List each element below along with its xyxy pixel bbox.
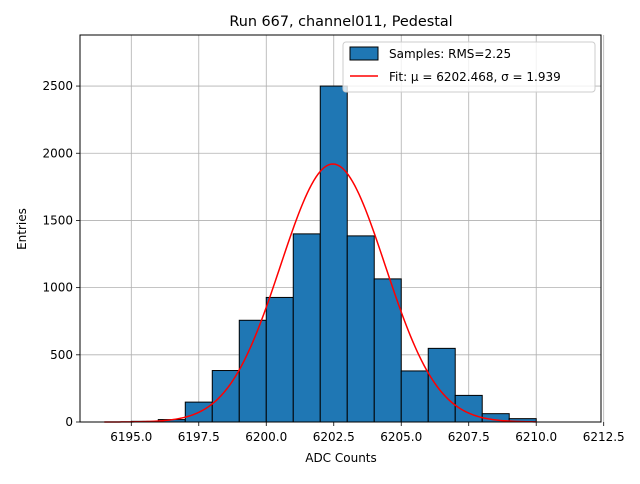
histogram-bar <box>427 347 456 423</box>
x-tick-label: 6202.5 <box>313 430 355 444</box>
x-tick-label: 6210.0 <box>515 430 557 444</box>
histogram-bar <box>238 319 267 423</box>
histogram-bar <box>346 235 375 423</box>
chart-title: Run 667, channel011, Pedestal <box>229 14 452 30</box>
y-tick-label: 2500 <box>42 79 73 93</box>
x-tick-label: 6207.5 <box>448 430 490 444</box>
x-tick-label: 6205.0 <box>380 430 422 444</box>
y-axis-label: Entries <box>15 208 29 250</box>
y-tick-label: 0 <box>65 415 73 429</box>
x-tick-label: 6212.5 <box>583 430 625 444</box>
legend-frame <box>342 41 596 93</box>
fit-curve-group <box>104 163 537 423</box>
histogram-bar <box>211 370 240 423</box>
y-tick-label: 2000 <box>42 146 73 160</box>
legend-fit-label: Fit: μ = 6202.468, σ = 1.939 <box>389 70 561 84</box>
gaussian-fit-line <box>104 163 537 423</box>
y-tick-label: 1000 <box>42 281 73 295</box>
x-tick-label: 6200.0 <box>245 430 287 444</box>
y-axis-ticks: 0 500 1000 1500 2000 2500 <box>42 79 80 429</box>
x-axis-label: ADC Counts <box>305 451 377 465</box>
histogram-bar <box>265 296 294 423</box>
histogram-bar <box>400 370 429 423</box>
x-tick-label: 6195.0 <box>110 430 152 444</box>
x-tick-label: 6197.5 <box>178 430 220 444</box>
x-axis-ticks: 6195.0 6197.5 6200.0 6202.5 6205.0 6207.5 6210… <box>110 422 625 444</box>
y-tick-label: 500 <box>50 348 73 362</box>
legend-histogram-label: Samples: RMS=2.25 <box>389 47 511 61</box>
histogram-bars <box>130 85 537 423</box>
plot-frame <box>79 34 602 423</box>
y-tick-label: 1500 <box>42 213 73 227</box>
legend-histogram-swatch <box>349 46 379 61</box>
histogram-bar <box>319 85 348 423</box>
legend: Samples: RMS=2.25 Fit: μ = 6202.468, σ =… <box>342 41 596 93</box>
histogram-bar <box>292 233 321 423</box>
